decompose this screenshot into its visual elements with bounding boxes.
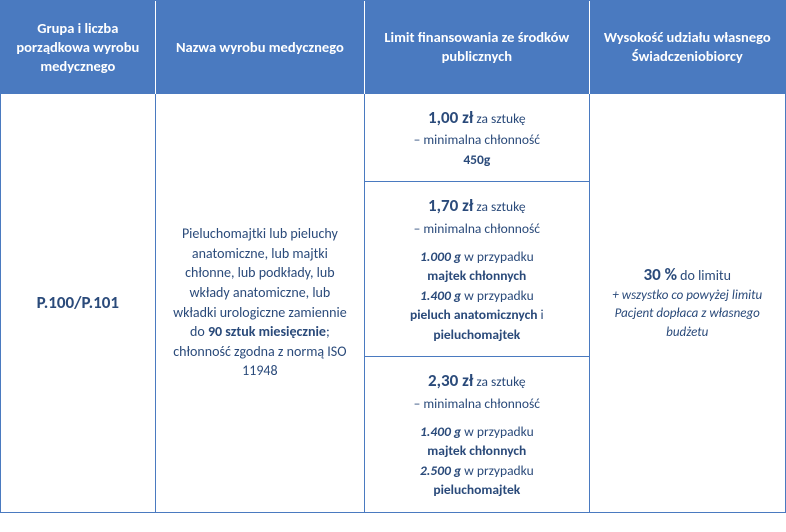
code-value: P.100/P.101 [37,291,119,315]
tier-2-line-3: 1.400 g w przypadku [377,286,576,306]
tier-3-note: – minimalna chłonność [377,394,576,414]
tier-3: 2,30 zł za sztukę – minimalna chłonność … [365,357,588,511]
tier-2-price-line: 1,70 zł za sztukę [377,194,576,219]
tier-2-unit: za sztukę [473,198,525,215]
spacer [377,239,576,247]
tier-3-line-1: 1.400 g w przypadku [377,422,576,442]
t2-l1-post: w przypadku [461,248,534,265]
t3-l3-val: 2.500 g [420,462,461,479]
tier-2-price: 1,70 zł [428,195,473,216]
tier-2-line-1: 1.000 g w przypadku [377,247,576,267]
t3-l3-post: w przypadku [461,462,534,479]
cell-code: P.100/P.101 [1,94,156,512]
table-header-row: Grupa i liczba porządkowa wyrobu medyczn… [1,1,785,94]
desc-bold: 90 sztuk miesięcznie [208,323,326,340]
tier-1-price: 1,00 zł [428,107,473,128]
t3-l1-val: 1.400 g [420,423,461,440]
cell-description: Pieluchomajtki lub pieluchy anatomiczne,… [156,94,365,512]
table-body-row: P.100/P.101 Pieluchomajtki lub pieluchy … [1,94,785,512]
description-text: Pieluchomajtki lub pieluchy anatomiczne,… [168,224,352,381]
own-share-pct: 30 % [644,264,677,285]
header-limit: Limit finansowania ze środków publicznyc… [365,1,589,94]
tier-3-line-3: 2.500 g w przypadku [377,461,576,481]
tier-2-line-5: pieluchomajtek [377,325,576,345]
own-share-content: 30 % do limitu + wszystko co powyżej lim… [602,263,774,341]
t2-l4-mid: i [538,306,544,323]
tier-2-line-2: majtek chłonnych [377,266,576,286]
header-group-code: Grupa i liczba porządkowa wyrobu medyczn… [1,1,156,94]
tier-1-unit: za sztukę [473,110,525,127]
own-share-note: + wszystko co powyżej limitu Pacjent dop… [602,287,774,342]
tier-3-price-line: 2,30 zł za sztukę [377,369,576,394]
t2-l4-a: pieluch anatomicznych [410,306,538,323]
tier-1-abs: 450g [377,150,576,170]
tier-3-line-4: pieluchomajtek [377,480,576,500]
header-product-name: Nazwa wyrobu medycznego [156,1,365,94]
own-share-suffix: do limitu [677,267,731,284]
tier-2-line-4: pieluch anatomicznych i [377,305,576,325]
tier-1: 1,00 zł za sztukę – minimalna chłonność … [365,94,588,183]
t3-l1-post: w przypadku [461,423,534,440]
tier-3-line-2: majtek chłonnych [377,441,576,461]
own-share-pct-line: 30 % do limitu [602,263,774,287]
tier-3-price: 2,30 zł [428,370,473,391]
financing-table: Grupa i liczba porządkowa wyrobu medyczn… [0,0,786,513]
cell-limit-tiers: 1,00 zł za sztukę – minimalna chłonność … [365,94,589,512]
spacer [377,414,576,422]
t2-l1-val: 1.000 g [420,248,461,265]
tier-3-unit: za sztukę [473,373,525,390]
cell-own-share: 30 % do limitu + wszystko co powyżej lim… [590,94,786,512]
t2-l3-post: w przypadku [461,287,534,304]
tier-1-note: – minimalna chłonność [377,130,576,150]
tier-1-price-line: 1,00 zł za sztukę [377,106,576,131]
header-own-share: Wysokość udziału własnego Świadczeniobio… [590,1,786,94]
tier-2: 1,70 zł za sztukę – minimalna chłonność … [365,182,588,357]
t2-l3-val: 1.400 g [420,287,461,304]
tier-2-note: – minimalna chłonność [377,219,576,239]
